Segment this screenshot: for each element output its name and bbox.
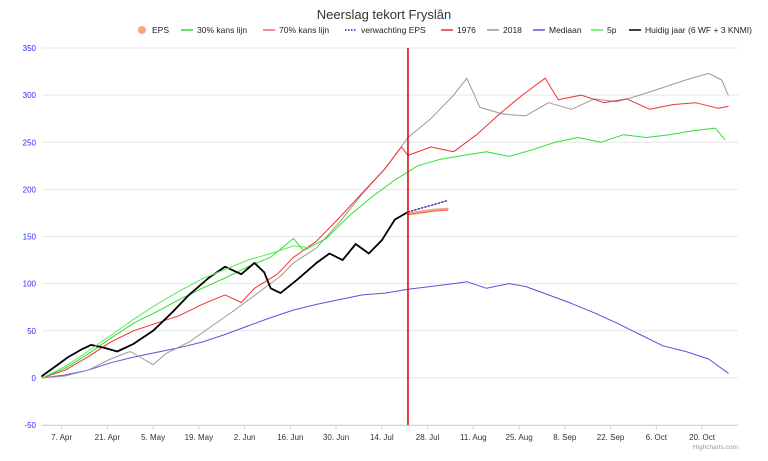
- legend-item-med[interactable]: Mediaan: [533, 25, 582, 35]
- y-tick-label: 250: [23, 138, 37, 147]
- y-tick-label: -50: [24, 421, 36, 430]
- x-tick-label: 11. Aug: [460, 433, 487, 442]
- y-tick-label: 0: [32, 374, 37, 383]
- legend-item-verw[interactable]: verwachting EPS: [345, 25, 426, 35]
- x-tick-label: 25. Aug: [506, 433, 533, 442]
- x-tick-label: 20. Oct: [689, 433, 716, 442]
- grid-lines: [42, 47, 738, 426]
- series-line-y2018[interactable]: [41, 72, 729, 379]
- legend-label-p70: 70% kans lijn: [279, 25, 329, 35]
- legend-item-eps[interactable]: EPS: [138, 25, 169, 35]
- legend-item-y1976[interactable]: 1976: [441, 25, 476, 35]
- series-line-p30[interactable]: [41, 127, 726, 379]
- series-line-eps[interactable]: [406, 207, 449, 216]
- legend-item-p5[interactable]: 5p: [591, 25, 617, 35]
- y-axis: -50 0 50 100 150 200 250 300 350: [23, 44, 37, 430]
- legend-label-y1976: 1976: [457, 25, 476, 35]
- y-tick-label: 100: [23, 280, 37, 289]
- legend-label-eps: EPS: [152, 25, 169, 35]
- legend-label-huidig: Huidig jaar (6 WF + 3 KNMI): [645, 25, 752, 35]
- legend-label-y2018: 2018: [503, 25, 522, 35]
- x-tick-label: 2. Jun: [234, 433, 256, 442]
- x-tick-label: 8. Sep: [553, 433, 577, 442]
- chart-title: Neerslag tekort Fryslân: [317, 7, 451, 22]
- x-tick-label: 19. May: [185, 433, 213, 442]
- legend: EPS 30% kans lijn 70% kans lijn verwachting…: [138, 25, 752, 35]
- x-tick-label: 21. Apr: [95, 433, 121, 442]
- x-tick-label: 6. Oct: [646, 433, 668, 442]
- legend-item-y2018[interactable]: 2018: [487, 25, 522, 35]
- x-tick-label: 30. Jun: [323, 433, 349, 442]
- x-tick-label: 7. Apr: [51, 433, 72, 442]
- x-axis: 7. Apr 21. Apr 5. May 19. May 2. Jun 16. Jun 3…: [42, 425, 738, 442]
- series-line-verw[interactable]: [407, 200, 448, 213]
- legend-label-med: Mediaan: [549, 25, 582, 35]
- series-group: [41, 72, 729, 379]
- y-tick-label: 300: [23, 91, 37, 100]
- legend-label-p30: 30% kans lijn: [197, 25, 247, 35]
- legend-item-p30[interactable]: 30% kans lijn: [181, 25, 247, 35]
- x-tick-label: 28. Jul: [416, 433, 440, 442]
- series-line-p70[interactable]: [407, 209, 448, 216]
- legend-item-p70[interactable]: 70% kans lijn: [263, 25, 329, 35]
- y-tick-label: 350: [23, 44, 37, 53]
- series-line-p5[interactable]: [41, 245, 311, 379]
- x-tick-label: 14. Jul: [370, 433, 394, 442]
- series-line-med[interactable]: [41, 281, 729, 379]
- y-tick-label: 150: [23, 233, 37, 242]
- y-tick-label: 200: [23, 185, 37, 194]
- legend-label-p5: 5p: [607, 25, 617, 35]
- x-tick-label: 22. Sep: [597, 433, 625, 442]
- x-tick-label: 5. May: [141, 433, 165, 442]
- credits[interactable]: Highcharts.com: [693, 444, 738, 451]
- legend-item-huidig[interactable]: Huidig jaar (6 WF + 3 KNMI): [629, 25, 752, 35]
- x-tick-label: 16. Jun: [277, 433, 303, 442]
- series-line-y1976[interactable]: [41, 77, 729, 379]
- legend-label-verw: verwachting EPS: [361, 25, 426, 35]
- legend-symbol-eps: [138, 26, 146, 34]
- y-tick-label: 50: [27, 327, 36, 336]
